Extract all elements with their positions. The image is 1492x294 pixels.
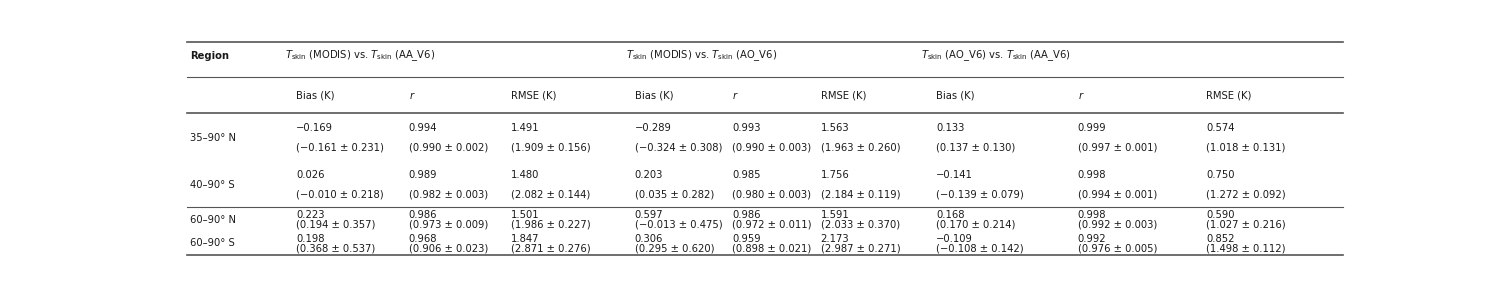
Text: (2.987 ± 0.271): (2.987 ± 0.271) bbox=[821, 243, 900, 253]
Text: 0.989: 0.989 bbox=[409, 171, 437, 181]
Text: 0.968: 0.968 bbox=[409, 234, 437, 244]
Text: −0.289: −0.289 bbox=[636, 123, 671, 133]
Text: (−0.108 ± 0.142): (−0.108 ± 0.142) bbox=[937, 243, 1024, 253]
Text: 0.959: 0.959 bbox=[733, 234, 761, 244]
Text: −0.169: −0.169 bbox=[295, 123, 333, 133]
Text: (0.137 ± 0.130): (0.137 ± 0.130) bbox=[937, 142, 1016, 152]
Text: −0.141: −0.141 bbox=[937, 171, 973, 181]
Text: 0.993: 0.993 bbox=[733, 123, 761, 133]
Text: (2.184 ± 0.119): (2.184 ± 0.119) bbox=[821, 189, 900, 199]
Text: (0.295 ± 0.620): (0.295 ± 0.620) bbox=[636, 243, 715, 253]
Text: 0.574: 0.574 bbox=[1206, 123, 1234, 133]
Text: 0.223: 0.223 bbox=[295, 210, 325, 220]
Text: 60–90° S: 60–90° S bbox=[189, 238, 234, 248]
Text: RMSE (K): RMSE (K) bbox=[821, 90, 865, 100]
Text: 35–90° N: 35–90° N bbox=[189, 133, 236, 143]
Text: (1.498 ± 0.112): (1.498 ± 0.112) bbox=[1206, 243, 1286, 253]
Text: 0.203: 0.203 bbox=[636, 171, 664, 181]
Text: $T_{\rm skin}$ (AO_V6) vs. $T_{\rm skin}$ (AA_V6): $T_{\rm skin}$ (AO_V6) vs. $T_{\rm skin}… bbox=[921, 48, 1070, 63]
Text: (1.963 ± 0.260): (1.963 ± 0.260) bbox=[821, 142, 900, 152]
Text: (0.997 ± 0.001): (0.997 ± 0.001) bbox=[1077, 142, 1156, 152]
Text: 1.756: 1.756 bbox=[821, 171, 849, 181]
Text: (0.898 ± 0.021): (0.898 ± 0.021) bbox=[733, 243, 812, 253]
Text: (0.972 ± 0.011): (0.972 ± 0.011) bbox=[733, 219, 812, 229]
Text: (0.035 ± 0.282): (0.035 ± 0.282) bbox=[636, 189, 715, 199]
Text: 1.563: 1.563 bbox=[821, 123, 849, 133]
Text: (0.368 ± 0.537): (0.368 ± 0.537) bbox=[295, 243, 376, 253]
Text: (1.272 ± 0.092): (1.272 ± 0.092) bbox=[1206, 189, 1286, 199]
Text: $T_{\rm skin}$ (MODIS) vs. $T_{\rm skin}$ (AO_V6): $T_{\rm skin}$ (MODIS) vs. $T_{\rm skin}… bbox=[627, 48, 777, 63]
Text: (1.018 ± 0.131): (1.018 ± 0.131) bbox=[1206, 142, 1285, 152]
Text: (1.986 ± 0.227): (1.986 ± 0.227) bbox=[510, 219, 591, 229]
Text: (2.871 ± 0.276): (2.871 ± 0.276) bbox=[510, 243, 591, 253]
Text: (0.973 ± 0.009): (0.973 ± 0.009) bbox=[409, 219, 488, 229]
Text: (2.082 ± 0.144): (2.082 ± 0.144) bbox=[510, 189, 591, 199]
Text: (2.033 ± 0.370): (2.033 ± 0.370) bbox=[821, 219, 900, 229]
Text: 0.597: 0.597 bbox=[636, 210, 664, 220]
Text: RMSE (K): RMSE (K) bbox=[510, 90, 557, 100]
Text: 0.306: 0.306 bbox=[636, 234, 664, 244]
Text: 0.985: 0.985 bbox=[733, 171, 761, 181]
Text: $T_{\rm skin}$ (MODIS) vs. $T_{\rm skin}$ (AA_V6): $T_{\rm skin}$ (MODIS) vs. $T_{\rm skin}… bbox=[285, 48, 436, 63]
Text: 0.852: 0.852 bbox=[1206, 234, 1234, 244]
Text: 60–90° N: 60–90° N bbox=[189, 215, 236, 225]
Text: Region: Region bbox=[189, 51, 228, 61]
Text: 2.173: 2.173 bbox=[821, 234, 849, 244]
Text: 0.998: 0.998 bbox=[1077, 210, 1106, 220]
Text: $r$: $r$ bbox=[409, 90, 415, 101]
Text: (0.906 ± 0.023): (0.906 ± 0.023) bbox=[409, 243, 488, 253]
Text: $r$: $r$ bbox=[1077, 90, 1085, 101]
Text: 1.591: 1.591 bbox=[821, 210, 849, 220]
Text: (0.170 ± 0.214): (0.170 ± 0.214) bbox=[937, 219, 1016, 229]
Text: Bias (K): Bias (K) bbox=[937, 90, 974, 100]
Text: (0.990 ± 0.003): (0.990 ± 0.003) bbox=[733, 142, 812, 152]
Text: Bias (K): Bias (K) bbox=[295, 90, 334, 100]
Text: (−0.013 ± 0.475): (−0.013 ± 0.475) bbox=[636, 219, 722, 229]
Text: 1.480: 1.480 bbox=[510, 171, 539, 181]
Text: (−0.161 ± 0.231): (−0.161 ± 0.231) bbox=[295, 142, 383, 152]
Text: 0.168: 0.168 bbox=[937, 210, 965, 220]
Text: (0.976 ± 0.005): (0.976 ± 0.005) bbox=[1077, 243, 1156, 253]
Text: $r$: $r$ bbox=[733, 90, 739, 101]
Text: 0.992: 0.992 bbox=[1077, 234, 1106, 244]
Text: (−0.324 ± 0.308): (−0.324 ± 0.308) bbox=[636, 142, 722, 152]
Text: 0.026: 0.026 bbox=[295, 171, 325, 181]
Text: 1.501: 1.501 bbox=[510, 210, 540, 220]
Text: 0.994: 0.994 bbox=[409, 123, 437, 133]
Text: 40–90° S: 40–90° S bbox=[189, 180, 234, 190]
Text: 1.847: 1.847 bbox=[510, 234, 540, 244]
Text: (0.980 ± 0.003): (0.980 ± 0.003) bbox=[733, 189, 812, 199]
Text: 0.198: 0.198 bbox=[295, 234, 325, 244]
Text: (1.909 ± 0.156): (1.909 ± 0.156) bbox=[510, 142, 591, 152]
Text: 1.491: 1.491 bbox=[510, 123, 540, 133]
Text: 0.999: 0.999 bbox=[1077, 123, 1106, 133]
Text: 0.750: 0.750 bbox=[1206, 171, 1234, 181]
Text: 0.133: 0.133 bbox=[937, 123, 965, 133]
Text: (1.027 ± 0.216): (1.027 ± 0.216) bbox=[1206, 219, 1286, 229]
Text: 0.998: 0.998 bbox=[1077, 171, 1106, 181]
Text: −0.109: −0.109 bbox=[937, 234, 973, 244]
Text: (0.992 ± 0.003): (0.992 ± 0.003) bbox=[1077, 219, 1156, 229]
Text: (0.990 ± 0.002): (0.990 ± 0.002) bbox=[409, 142, 488, 152]
Text: 0.986: 0.986 bbox=[409, 210, 437, 220]
Text: (0.982 ± 0.003): (0.982 ± 0.003) bbox=[409, 189, 488, 199]
Text: (0.994 ± 0.001): (0.994 ± 0.001) bbox=[1077, 189, 1156, 199]
Text: (−0.010 ± 0.218): (−0.010 ± 0.218) bbox=[295, 189, 383, 199]
Text: (−0.139 ± 0.079): (−0.139 ± 0.079) bbox=[937, 189, 1024, 199]
Text: (0.194 ± 0.357): (0.194 ± 0.357) bbox=[295, 219, 376, 229]
Text: 0.986: 0.986 bbox=[733, 210, 761, 220]
Text: RMSE (K): RMSE (K) bbox=[1206, 90, 1252, 100]
Text: 0.590: 0.590 bbox=[1206, 210, 1234, 220]
Text: Bias (K): Bias (K) bbox=[636, 90, 673, 100]
